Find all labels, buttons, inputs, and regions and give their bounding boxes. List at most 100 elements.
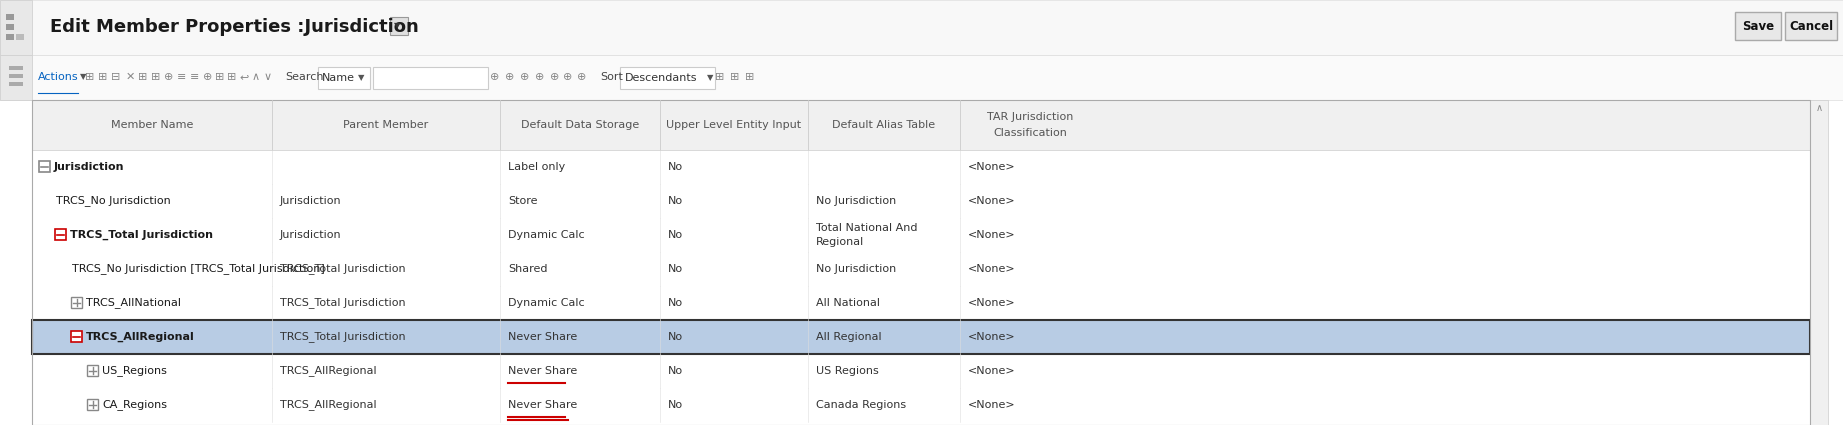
Text: Never Share: Never Share [509,332,577,342]
Text: No Jurisdiction: No Jurisdiction [816,264,896,274]
Text: Parent Member: Parent Member [343,120,429,130]
Text: No: No [667,196,684,206]
Text: Jurisdiction: Jurisdiction [280,230,341,240]
Bar [1810,100,1828,425]
Bar [0,0,1843,55]
Text: No: No [667,162,684,172]
Text: No: No [667,230,684,240]
Text: ▼: ▼ [394,22,400,31]
Text: <None>: <None> [968,332,1015,342]
Text: <None>: <None> [968,298,1015,308]
Text: ↩: ↩ [240,72,249,82]
Bar [9,82,22,86]
Text: Dynamic Calc: Dynamic Calc [509,230,584,240]
Text: Jurisdiction: Jurisdiction [53,162,125,172]
Text: TRCS_AllRegional: TRCS_AllRegional [280,400,376,411]
Text: CA_Regions: CA_Regions [101,400,168,411]
Text: Canada Regions: Canada Regions [816,400,907,410]
Bar [9,66,22,70]
Bar [87,399,98,410]
Text: Dynamic Calc: Dynamic Calc [509,298,584,308]
Bar [31,150,1810,184]
Text: Actions: Actions [39,72,79,82]
Text: ⊞: ⊞ [730,72,739,82]
Bar [87,365,98,376]
Text: TRCS_AllRegional: TRCS_AllRegional [87,332,195,342]
Text: ≡: ≡ [190,72,199,82]
Text: Upper Level Entity Input: Upper Level Entity Input [667,120,802,130]
Text: Total National And: Total National And [816,223,918,233]
Bar [72,331,81,342]
Text: ⊞: ⊞ [227,72,236,82]
Text: TRCS_Total Jurisdiction: TRCS_Total Jurisdiction [280,332,405,343]
Bar [0,55,1843,100]
Bar [0,0,31,55]
Text: TRCS_Total Jurisdiction: TRCS_Total Jurisdiction [70,230,214,240]
Bar [31,100,1810,425]
Text: ⊞: ⊞ [745,72,754,82]
Text: ⊟: ⊟ [111,72,120,82]
Text: TRCS_No Jurisdiction [TRCS_Total Jurisdiction]: TRCS_No Jurisdiction [TRCS_Total Jurisdi… [72,264,324,275]
Text: ▼: ▼ [708,74,713,82]
Text: No: No [667,332,684,342]
Bar [31,354,1810,388]
Text: Classification: Classification [993,128,1067,138]
Text: Never Share: Never Share [509,400,577,410]
Text: ⊞: ⊞ [151,72,160,82]
Text: Member Name: Member Name [111,120,194,130]
Text: TRCS_AllRegional: TRCS_AllRegional [280,366,376,377]
Bar [31,320,1810,354]
Bar [1734,12,1780,40]
Text: All Regional: All Regional [816,332,881,342]
Bar [319,67,370,89]
Bar [31,184,1810,218]
Text: ⊞: ⊞ [216,72,225,82]
Bar [31,100,1810,150]
Bar [372,67,488,89]
Bar [31,218,1810,252]
Text: <None>: <None> [968,162,1015,172]
Text: Store: Store [509,196,538,206]
Text: ⊞: ⊞ [98,72,107,82]
Bar [31,286,1810,320]
Text: All National: All National [816,298,879,308]
Text: No Jurisdiction: No Jurisdiction [816,196,896,206]
Text: ⊕: ⊕ [577,72,586,82]
Text: TRCS_AllNational: TRCS_AllNational [87,298,181,309]
Bar [6,14,15,20]
Text: ⊕: ⊕ [164,72,173,82]
Bar [55,229,66,240]
Text: ∨: ∨ [264,72,273,82]
Text: Descendants: Descendants [625,73,697,83]
Text: ⊕: ⊕ [505,72,514,82]
Text: Jurisdiction: Jurisdiction [280,196,341,206]
Text: ≡: ≡ [177,72,186,82]
Text: Shared: Shared [509,264,547,274]
Text: <None>: <None> [968,196,1015,206]
Bar [6,24,15,30]
Text: TRCS_No Jurisdiction: TRCS_No Jurisdiction [55,196,171,207]
Bar [619,67,715,89]
Bar [6,34,15,40]
Bar [0,55,31,100]
Text: Default Data Storage: Default Data Storage [522,120,640,130]
Text: Search: Search [286,72,324,82]
Text: ⊞: ⊞ [85,72,94,82]
Bar [391,17,407,35]
Text: ⊕: ⊕ [520,72,529,82]
Text: ⊕: ⊕ [490,72,499,82]
Text: Sort: Sort [601,72,623,82]
Text: <None>: <None> [968,230,1015,240]
Text: Label only: Label only [509,162,566,172]
Bar [9,74,22,78]
Bar [31,388,1810,422]
Bar [17,34,24,40]
Text: ⊞: ⊞ [138,72,147,82]
Text: Edit Member Properties :Jurisdiction: Edit Member Properties :Jurisdiction [50,18,418,36]
Bar [31,252,1810,286]
Text: ⊕: ⊕ [564,72,573,82]
Text: Cancel: Cancel [1790,20,1834,32]
Text: ⊕: ⊕ [203,72,212,82]
Text: Name: Name [323,73,356,83]
Text: US Regions: US Regions [816,366,879,376]
